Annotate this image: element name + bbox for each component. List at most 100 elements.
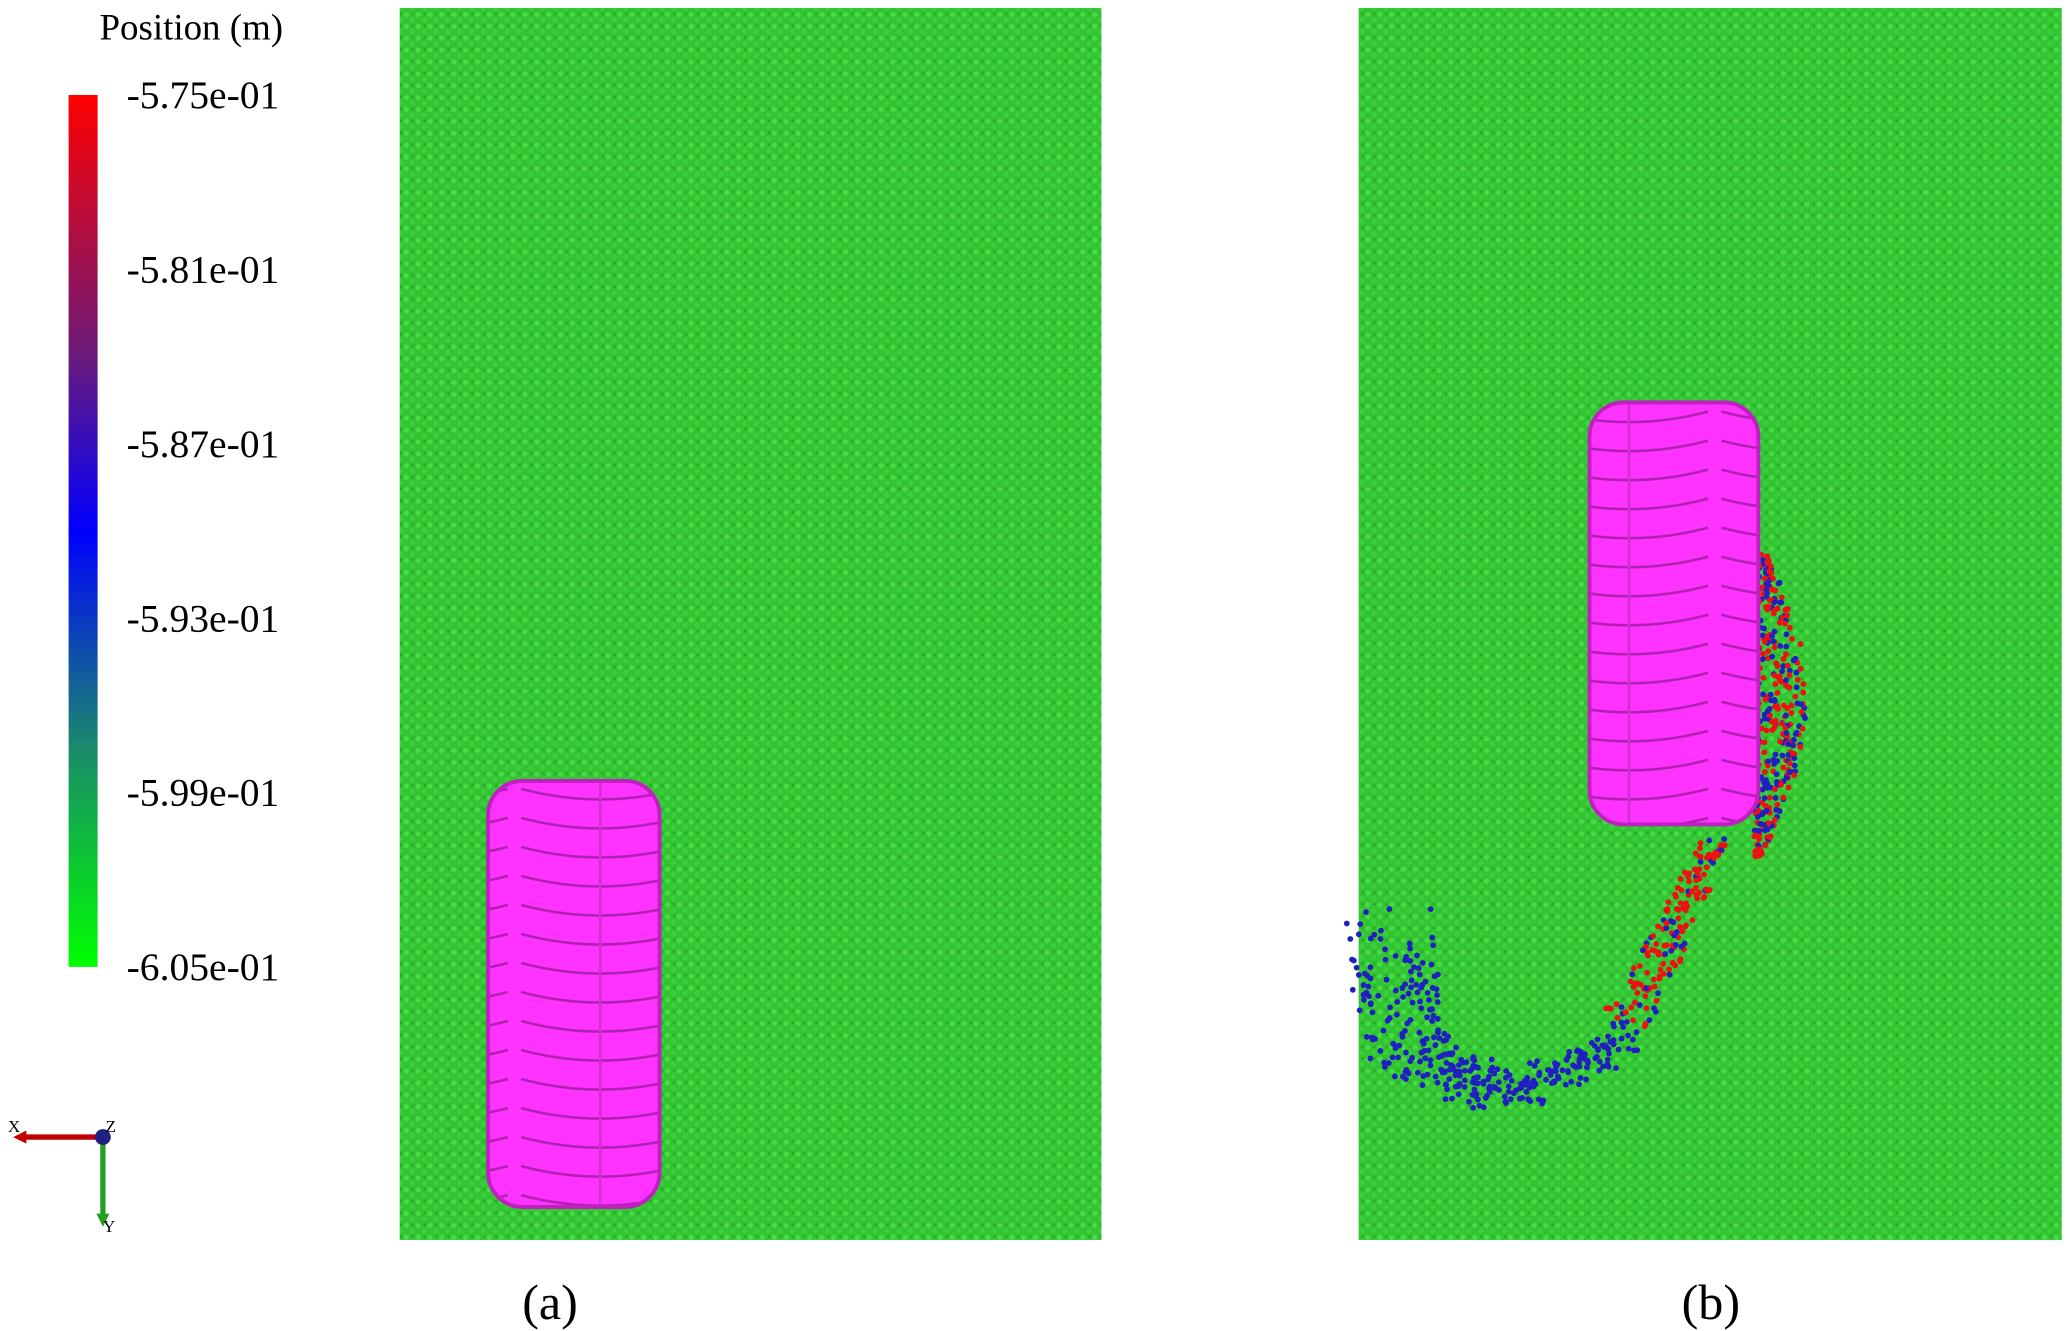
particle	[1780, 655, 1787, 662]
particle	[1524, 1077, 1530, 1084]
particle	[1634, 1047, 1641, 1054]
particle	[1429, 934, 1436, 941]
particle	[1763, 727, 1770, 734]
particle	[1694, 870, 1701, 877]
particle	[1643, 985, 1650, 992]
particle	[1779, 752, 1786, 759]
particle	[1491, 1070, 1498, 1077]
particle	[1474, 1080, 1481, 1087]
particle	[1575, 1047, 1581, 1054]
particle	[1778, 599, 1785, 606]
particle	[1576, 1081, 1582, 1088]
particle	[1782, 724, 1788, 731]
particle	[1639, 947, 1646, 954]
particle	[1718, 841, 1724, 848]
particle	[1767, 563, 1774, 569]
particle	[1766, 597, 1773, 603]
particle	[1427, 1062, 1434, 1069]
particle	[1650, 933, 1657, 939]
particle	[1762, 638, 1768, 645]
particle	[1604, 1056, 1611, 1063]
particle	[1506, 1072, 1513, 1078]
particle	[1406, 940, 1413, 947]
particle	[1434, 999, 1441, 1005]
particle	[1510, 1090, 1517, 1096]
particle	[1786, 672, 1793, 679]
particle	[1613, 1065, 1619, 1072]
particle	[1361, 997, 1367, 1003]
particle	[1426, 997, 1432, 1003]
particle	[1623, 1019, 1630, 1025]
particle	[1489, 1064, 1496, 1071]
particle	[1443, 1037, 1450, 1043]
particle	[1663, 942, 1670, 949]
particle	[1386, 1015, 1393, 1021]
particle	[1674, 885, 1681, 891]
particle	[1752, 848, 1759, 855]
particle	[1505, 1088, 1512, 1095]
particle	[1386, 906, 1393, 912]
particle	[1759, 632, 1766, 639]
particle	[1367, 1055, 1374, 1062]
particle	[1706, 837, 1713, 844]
particle	[1431, 973, 1438, 980]
particle	[1672, 891, 1679, 898]
particle	[1662, 950, 1669, 957]
particle	[1670, 919, 1677, 926]
particle	[1797, 744, 1804, 750]
panel-label: (a)	[522, 1274, 578, 1330]
particle	[1385, 1060, 1392, 1066]
particle	[1411, 964, 1417, 971]
particle	[1770, 575, 1776, 582]
particle	[1415, 965, 1422, 972]
particle	[1663, 925, 1670, 931]
particle	[1418, 1005, 1425, 1012]
particle	[1800, 681, 1807, 687]
particle	[1577, 1075, 1584, 1081]
particle	[1614, 1014, 1621, 1021]
particle	[1755, 807, 1762, 814]
particle	[1629, 1036, 1636, 1043]
particle	[1419, 1082, 1426, 1089]
colorbar-tick-label: -5.75e-01	[127, 73, 280, 117]
particle	[1766, 834, 1773, 841]
particle	[1480, 1104, 1487, 1111]
particle	[1761, 715, 1768, 722]
particle	[1422, 1055, 1429, 1062]
particle	[1799, 725, 1806, 732]
particle	[1375, 992, 1382, 999]
particle	[1408, 984, 1415, 991]
particle	[1797, 641, 1804, 648]
particle	[1751, 833, 1758, 840]
particle	[1768, 569, 1775, 576]
particle	[1380, 1027, 1387, 1034]
particle	[1760, 650, 1766, 657]
particle	[1532, 1081, 1539, 1087]
colorbar-tick-label: -6.05e-01	[127, 945, 280, 989]
particle	[1555, 1075, 1562, 1082]
particle	[1636, 1002, 1643, 1008]
particle	[1759, 799, 1765, 806]
particle	[1357, 921, 1364, 928]
particle	[1377, 936, 1384, 942]
particle	[1593, 1053, 1600, 1060]
particle	[1693, 884, 1699, 891]
particle	[1677, 924, 1683, 930]
particle	[1660, 971, 1667, 977]
colorbar-tick-label: -5.99e-01	[127, 771, 280, 815]
particle	[1418, 984, 1425, 991]
particle	[1355, 972, 1362, 978]
particle	[1353, 964, 1360, 971]
particle	[1655, 923, 1661, 930]
particle	[1407, 968, 1414, 975]
particle	[1693, 877, 1700, 884]
particle	[1653, 941, 1660, 947]
particle	[1442, 1068, 1448, 1075]
particle	[1424, 989, 1431, 996]
particle	[1424, 1071, 1431, 1078]
particle	[1461, 1077, 1468, 1084]
particle	[1798, 709, 1805, 715]
particle	[1684, 903, 1691, 909]
particle	[1441, 1051, 1448, 1058]
